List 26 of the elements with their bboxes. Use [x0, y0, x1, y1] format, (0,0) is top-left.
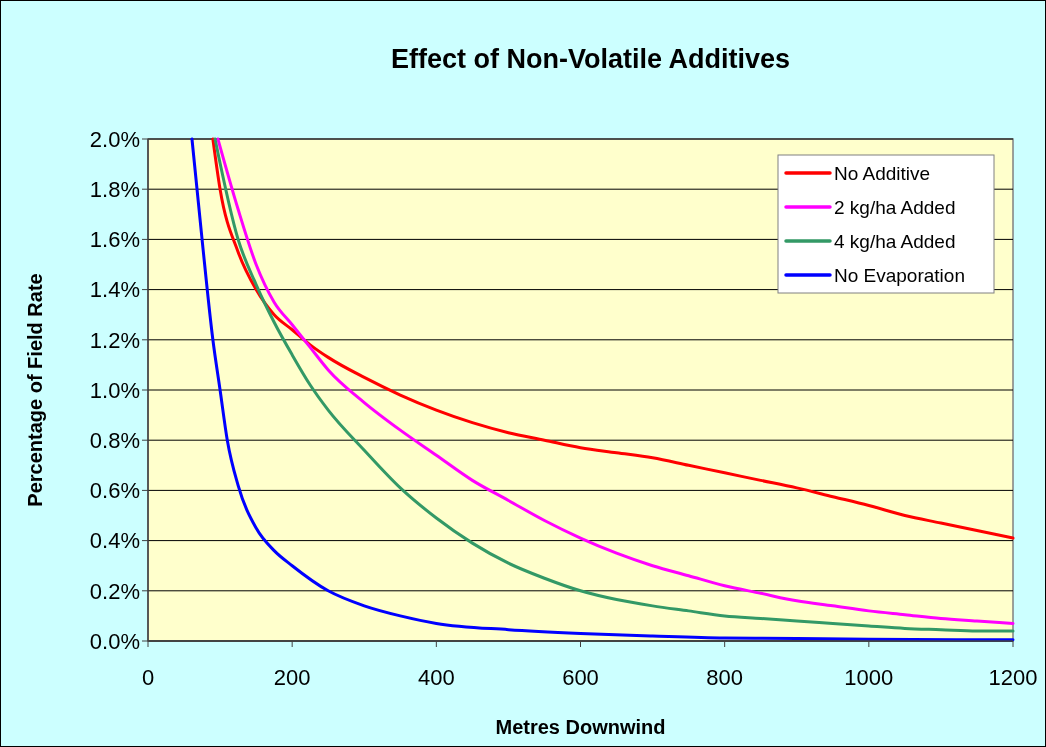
- legend-label: 4 kg/ha Added: [834, 230, 956, 252]
- y-tick-label: 1.6%: [89, 227, 140, 253]
- legend-label: No Evaporation: [834, 264, 965, 286]
- x-tick-label: 200: [273, 665, 311, 690]
- y-tick-label: 1.4%: [89, 277, 140, 303]
- y-tick-label: 0.6%: [89, 478, 140, 504]
- y-tick-label: 1.8%: [89, 176, 140, 202]
- y-tick-label: 2.0%: [89, 126, 140, 152]
- y-axis-title: Percentage of Field Rate: [24, 273, 46, 507]
- x-tick-label: 600: [562, 665, 599, 690]
- line-series: [211, 137, 1015, 540]
- y-tick-label: 1.2%: [89, 327, 140, 353]
- x-tick-label: 400: [417, 665, 455, 690]
- legend-label: No Additive: [834, 162, 931, 184]
- y-tick-label: 0.0%: [89, 628, 140, 654]
- legend-label: 2 kg/ha Added: [834, 196, 956, 218]
- y-tick-label: 0.2%: [89, 578, 140, 604]
- x-tick-label: 1200: [988, 665, 1038, 690]
- y-tick-label: 0.4%: [89, 528, 140, 554]
- chart-title: Effect of Non-Volatile Additives: [390, 44, 791, 74]
- x-tick-label: 1000: [844, 665, 894, 690]
- x-axis-title: Metres Downwind: [495, 716, 666, 738]
- x-tick-label: 800: [706, 665, 744, 690]
- y-tick-label: 1.0%: [89, 377, 140, 403]
- y-tick-label: 0.8%: [89, 427, 140, 453]
- x-tick-label: 0: [141, 665, 155, 690]
